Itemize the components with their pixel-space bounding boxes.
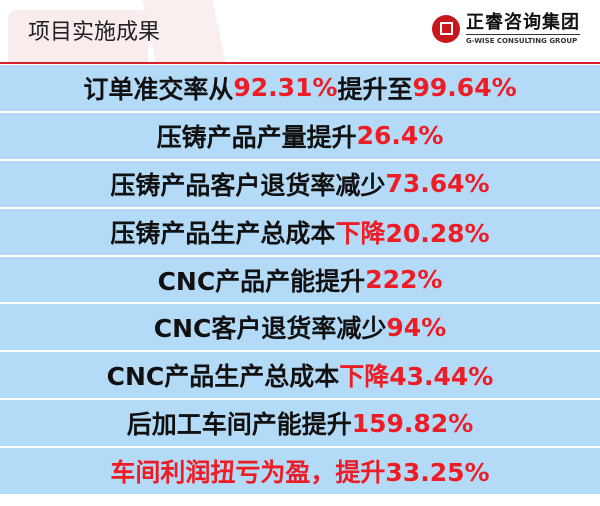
result-row: CNC产品产能提升 222% bbox=[0, 256, 600, 305]
result-text: 压铸产品客户退货率减少 bbox=[110, 170, 386, 200]
results-list: 订单准交率从 92.31% 提升至 99.64% 压铸产品产量提升 26.4% 压铸产品… bbox=[0, 65, 600, 497]
result-row: 车间利润扭亏为盈，提升33.25% bbox=[0, 448, 600, 497]
result-row: 压铸产品客户退货率减少 73.64% bbox=[0, 160, 600, 209]
result-value: 车间利润扭亏为盈，提升33.25% bbox=[110, 458, 490, 488]
header-divider bbox=[0, 62, 600, 65]
result-text: 订单准交率从 bbox=[83, 74, 234, 104]
result-row: 压铸产品生产总成本 下降20.28% bbox=[0, 208, 600, 257]
result-text: CNC客户退货率减少 bbox=[153, 314, 387, 344]
result-row: CNC产品生产总成本 下降43.44% bbox=[0, 352, 600, 401]
result-value: 下降43.44% bbox=[339, 362, 494, 392]
logo-icon bbox=[432, 14, 460, 43]
result-row: 后加工车间产能提升 159.82% bbox=[0, 400, 600, 449]
result-text: 压铸产品产量提升 bbox=[156, 122, 357, 152]
result-value: 下降20.28% bbox=[335, 218, 490, 248]
company-logo: 正睿咨询集团 G-WISE CONSULTING GROUP bbox=[432, 12, 580, 45]
result-value: 92.31% bbox=[233, 73, 338, 103]
page-title: 项目实施成果 bbox=[28, 19, 161, 44]
result-value: 159.82% bbox=[351, 408, 474, 438]
result-value: 73.64% bbox=[385, 169, 490, 199]
result-row: 压铸产品产量提升 26.4% bbox=[0, 112, 600, 161]
result-value: 222% bbox=[365, 265, 443, 294]
result-text: CNC产品生产总成本 bbox=[106, 362, 340, 392]
header: 项目实施成果 正睿咨询集团 G-WISE CONSULTING GROUP bbox=[0, 0, 600, 62]
result-text: CNC产品产能提升 bbox=[157, 266, 366, 296]
result-value: 26.4% bbox=[356, 121, 444, 151]
result-value: 94% bbox=[386, 312, 447, 342]
background-decoration bbox=[8, 10, 148, 62]
logo-name-cn: 正睿咨询集团 bbox=[466, 12, 580, 35]
result-value: 99.64% bbox=[412, 73, 517, 103]
result-row: 订单准交率从 92.31% 提升至 99.64% bbox=[0, 65, 600, 113]
logo-name-en: G-WISE CONSULTING GROUP bbox=[466, 37, 578, 45]
result-text: 压铸产品生产总成本 bbox=[110, 218, 336, 248]
result-text: 提升至 bbox=[337, 74, 413, 104]
result-row: CNC客户退货率减少 94% bbox=[0, 304, 600, 353]
result-text: 后加工车间产能提升 bbox=[126, 410, 352, 440]
